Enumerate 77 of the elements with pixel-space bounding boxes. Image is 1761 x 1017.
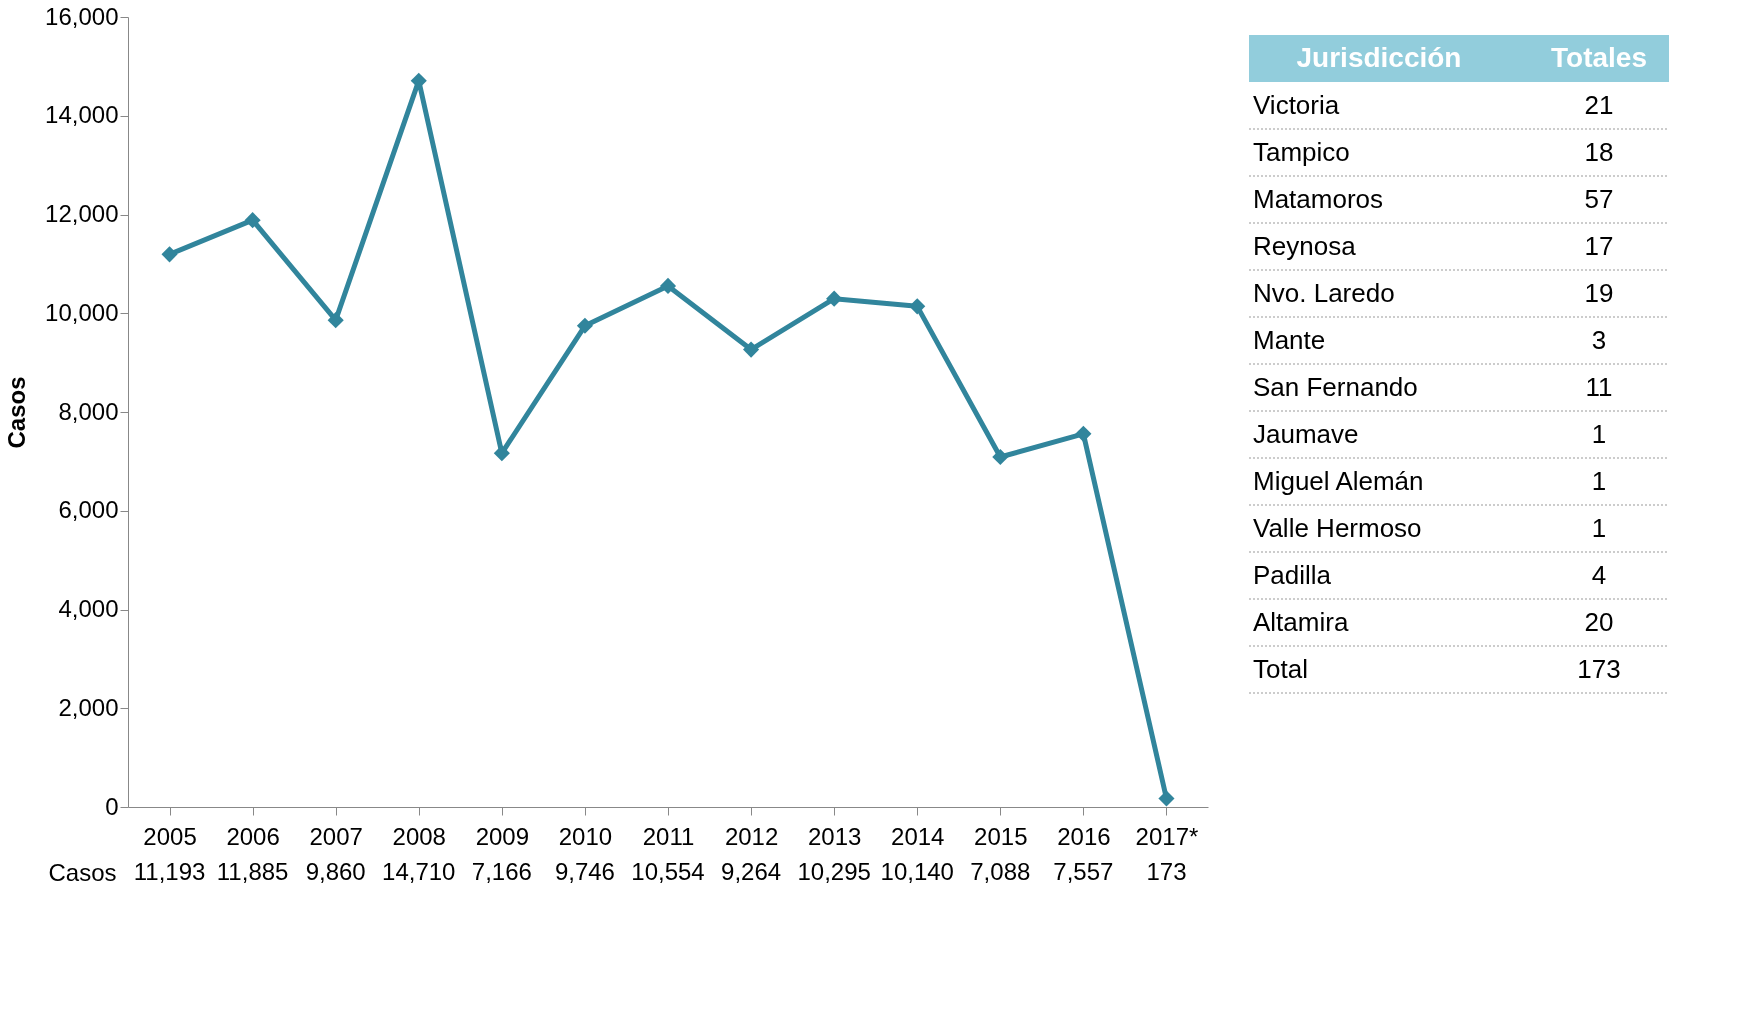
x-tick-label: 2008 <box>392 822 446 850</box>
text: 7,088 <box>970 858 1031 885</box>
x-tick-label: 2017* <box>1135 822 1199 850</box>
category-label: Jaumave <box>1253 418 1359 449</box>
data-label: 17 <box>1584 230 1614 261</box>
x-tick-label: 2009 <box>475 822 530 850</box>
x-tick-label: 2016 <box>1057 822 1111 850</box>
y-tick-label: 16,000 <box>45 2 119 30</box>
text: 7,166 <box>471 858 532 885</box>
x-tick-label: 2015 <box>974 822 1028 850</box>
data-label: 19 <box>1584 277 1614 308</box>
text: 9,264 <box>721 858 782 885</box>
text: 11,885 <box>216 858 289 885</box>
category-label: Reynosa <box>1253 230 1357 261</box>
data-label: 4 <box>1591 559 1607 590</box>
point <box>244 212 261 229</box>
text: Jurisdicción <box>1296 41 1462 73</box>
category-label: Valle Hermoso <box>1253 512 1422 543</box>
data-label: 1 <box>1591 418 1607 449</box>
point <box>327 312 344 329</box>
category-label: Tampico <box>1253 136 1350 167</box>
text: 9,860 <box>305 858 366 885</box>
data-label: 21 <box>1584 89 1614 120</box>
category-label: Mante <box>1253 324 1326 355</box>
x-tick-label: 2007 <box>309 822 363 850</box>
category-label: Padilla <box>1253 559 1332 590</box>
data-label: 20 <box>1584 606 1614 637</box>
y-tick-label: 6,000 <box>58 496 119 524</box>
data-label: 57 <box>1584 183 1614 214</box>
category-label: Matamoros <box>1253 183 1384 214</box>
y-tick-label: 0 <box>105 792 119 820</box>
category-label: Altamira <box>1253 606 1349 637</box>
x-tick-label: 2012 <box>724 822 779 850</box>
point <box>493 445 510 462</box>
y-tick-label: 14,000 <box>45 101 119 129</box>
point <box>743 341 760 358</box>
point <box>909 298 926 315</box>
y-tick-label: 2,000 <box>58 693 119 721</box>
text: Totales <box>1551 41 1647 73</box>
x-tick-label: 2010 <box>558 822 613 850</box>
x-tick-label: 2013 <box>807 822 862 850</box>
category-label: Total <box>1253 653 1308 684</box>
x-tick-label: 2011 <box>642 822 695 850</box>
text: 9,746 <box>554 858 615 885</box>
y-tick-label: 12,000 <box>45 200 119 227</box>
point <box>576 317 593 334</box>
y-tick-label: 8,000 <box>58 397 119 425</box>
text: 10,295 <box>797 858 871 885</box>
data-label: 11 <box>1585 371 1613 402</box>
y-axis-title: Casos <box>48 858 117 886</box>
category-label: Nvo. Laredo <box>1253 277 1395 308</box>
category-label: Miguel Alemán <box>1253 465 1424 496</box>
text: 10,554 <box>631 858 705 885</box>
point <box>659 277 677 294</box>
data-label: 1 <box>1591 465 1607 496</box>
x-tick-label: 2005 <box>143 822 197 850</box>
point <box>1075 425 1092 442</box>
data-label: 1 <box>1591 512 1607 543</box>
text: 10,140 <box>880 858 954 885</box>
text: 11,193 <box>133 858 206 885</box>
category-label: Victoria <box>1253 89 1340 120</box>
category-label: San Fernando <box>1253 371 1418 402</box>
text: 7,557 <box>1053 858 1114 885</box>
point <box>161 246 178 263</box>
x-tick-label: 2006 <box>226 822 280 850</box>
point <box>992 448 1009 466</box>
text: Casos <box>3 376 31 449</box>
data-label: 173 <box>1577 653 1621 684</box>
y-tick-label: 4,000 <box>58 595 119 622</box>
y-tick-label: 10,000 <box>45 298 119 326</box>
data-label: 3 <box>1591 324 1607 355</box>
text: 173 <box>1146 858 1187 885</box>
data-label: 18 <box>1584 136 1614 167</box>
point <box>826 290 843 307</box>
point <box>1158 790 1175 807</box>
text: 14,710 <box>382 858 456 885</box>
x-tick-label: 2014 <box>891 822 945 850</box>
